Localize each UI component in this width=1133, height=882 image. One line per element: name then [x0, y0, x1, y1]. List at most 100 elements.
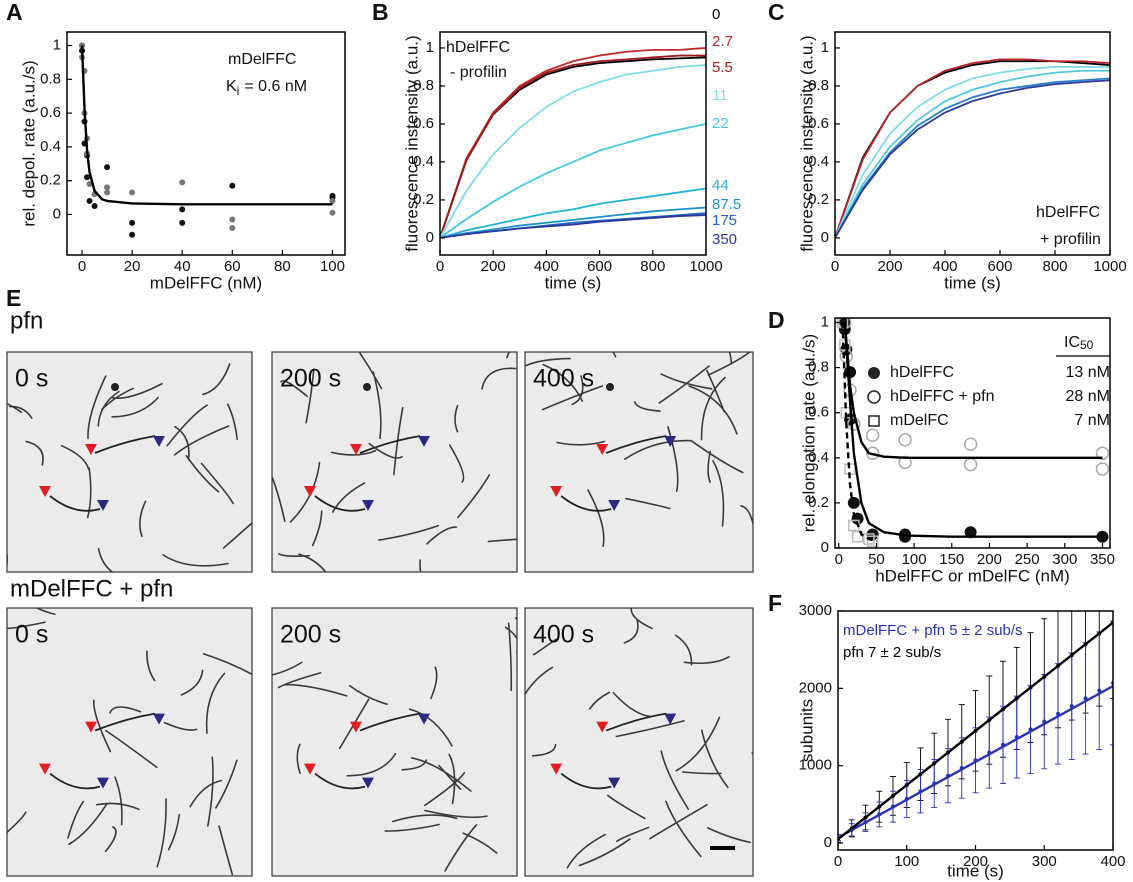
- marker: [229, 182, 236, 189]
- marker: [964, 526, 977, 539]
- series-line: [838, 684, 1113, 839]
- y-tick-label: 0: [821, 229, 829, 246]
- annotation: + profilin: [1040, 231, 1101, 248]
- arrowhead: [596, 721, 609, 733]
- marker: [91, 203, 98, 210]
- filament: [305, 368, 315, 424]
- time-label: 0 s: [15, 621, 48, 649]
- filament: [706, 827, 752, 844]
- legend-header: IC50: [1064, 334, 1094, 352]
- legend-marker: [868, 367, 880, 379]
- axes-box: [439, 31, 707, 256]
- y-tick-label: 0.6: [808, 115, 829, 132]
- arrowhead: [418, 713, 430, 725]
- x-axis-label: time (s): [944, 273, 1001, 292]
- marker: [866, 535, 879, 547]
- plot-area: [79, 42, 336, 238]
- filament: [7, 621, 46, 630]
- marker: [179, 179, 186, 186]
- filament: [566, 833, 606, 869]
- arrowhead: [85, 721, 97, 733]
- arrowhead: [608, 500, 621, 511]
- marker: [1095, 462, 1110, 476]
- x-tick-label: 50: [868, 551, 885, 568]
- legend-label: 5.5: [712, 59, 733, 76]
- filament: [667, 426, 679, 493]
- filament: [674, 634, 693, 666]
- marker: [129, 231, 136, 238]
- filament: [200, 462, 234, 505]
- filament: [408, 708, 453, 747]
- x-tick-label: 80: [274, 258, 291, 275]
- filament: [330, 449, 377, 456]
- filament: [665, 800, 702, 858]
- filament: [587, 489, 605, 547]
- filament: [162, 554, 229, 567]
- filament: [68, 802, 108, 846]
- filament: [410, 757, 472, 792]
- x-tick-label: 150: [939, 551, 964, 568]
- x-tick-label: 800: [640, 258, 665, 275]
- y-tick-label: 0.6: [808, 404, 829, 421]
- filament: [25, 440, 44, 466]
- marker: [104, 184, 111, 191]
- marker: [863, 533, 875, 545]
- y-axis-label: subunits: [797, 699, 816, 762]
- series-line: [835, 77, 1110, 239]
- plot-area: [836, 318, 1110, 547]
- micrograph: [6, 607, 253, 877]
- arrowhead: [153, 713, 165, 725]
- x-tick-label: 0: [831, 258, 839, 275]
- arrowhead: [362, 500, 374, 511]
- filament: [487, 538, 517, 543]
- y-tick-label: 0.4: [808, 449, 829, 466]
- filament: [688, 385, 738, 435]
- filament: [625, 497, 671, 510]
- annotation-text: hDelFFC: [1036, 204, 1100, 221]
- x-tick-label: 20: [124, 258, 141, 275]
- series-line: [843, 322, 1103, 459]
- y-tick-label: 0.4: [808, 153, 829, 170]
- filament: [280, 380, 309, 398]
- y-tick-label: 0.8: [808, 359, 829, 376]
- panel-label: C: [768, 0, 785, 25]
- marker: [329, 197, 336, 204]
- annotation: hDelFFC: [1036, 204, 1100, 221]
- x-tick-label: 600: [587, 258, 612, 275]
- series-line: [80, 45, 333, 206]
- filament: [205, 672, 226, 734]
- filament: [454, 404, 459, 433]
- filament: [109, 706, 142, 714]
- series-line: [835, 58, 1110, 239]
- filament: [111, 396, 159, 418]
- filament: [207, 756, 214, 827]
- x-tick-label: 200: [877, 258, 902, 275]
- marker: [129, 219, 136, 226]
- x-tick-label: 60: [224, 258, 241, 275]
- legend-header-text: IC: [1064, 334, 1080, 351]
- y-tick-label: 2000: [799, 679, 832, 696]
- series-line: [440, 123, 706, 239]
- filament: [506, 352, 510, 359]
- filament: [215, 759, 238, 809]
- panel-label: E: [6, 285, 21, 311]
- legend-marker: [868, 415, 880, 427]
- plot-area: [838, 611, 1113, 843]
- filament: [560, 495, 612, 512]
- filament: [174, 425, 190, 461]
- marker: [179, 219, 186, 226]
- marker: [86, 197, 93, 204]
- filament: [94, 712, 156, 732]
- filament: [707, 352, 751, 376]
- annotation: - profilin: [450, 64, 507, 81]
- legend-label: hDelFFC: [890, 364, 954, 381]
- filament: [296, 743, 301, 775]
- filament: [706, 369, 726, 413]
- annotation-text: - profilin: [450, 64, 507, 81]
- filaments: [525, 352, 753, 547]
- y-axis-label: rel. depol. rate (a.u./s): [19, 60, 38, 226]
- marker: [229, 216, 236, 223]
- filament: [623, 619, 639, 644]
- filament: [448, 753, 456, 805]
